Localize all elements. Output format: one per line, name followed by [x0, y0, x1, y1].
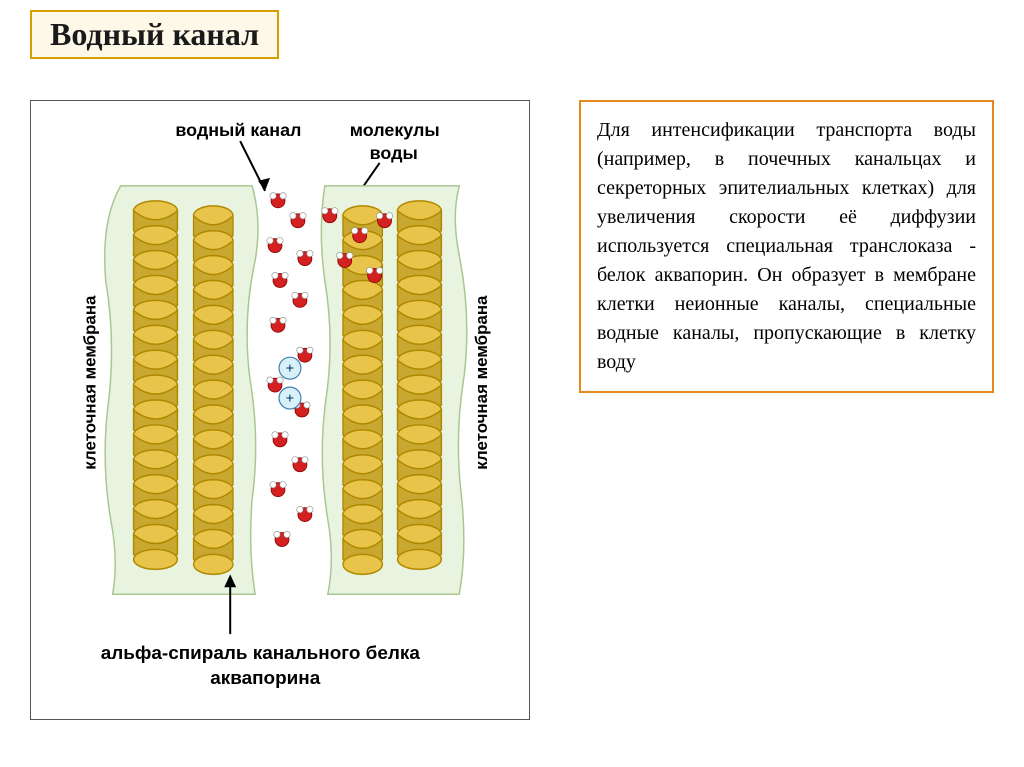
label-bottom-2: аквапорина: [210, 668, 320, 689]
arrow-channel: [240, 141, 270, 191]
water-molecule: [297, 250, 313, 265]
water-molecule: [292, 292, 308, 307]
label-molecules-2: воды: [370, 143, 418, 163]
water-molecule: [270, 482, 286, 497]
ion: +: [279, 387, 301, 409]
helix-left-inner: [194, 206, 233, 575]
label-membrane-right: клеточная мембрана: [472, 295, 491, 470]
svg-text:+: +: [286, 361, 295, 377]
ion: +: [279, 357, 301, 379]
label-molecules-1: молекулы: [350, 120, 440, 140]
water-molecule: [270, 193, 286, 208]
water-molecule: [290, 213, 306, 228]
water-molecule: [270, 317, 286, 332]
aquaporin-diagram: водный канал молекулы воды клеточная мем…: [31, 101, 529, 719]
label-membrane-left: клеточная мембрана: [81, 295, 100, 470]
membrane-left-bg: [105, 186, 258, 594]
water-molecule: [292, 457, 308, 472]
description-text: Для интенсификации транспорта воды (напр…: [579, 100, 994, 393]
diagram-container: водный канал молекулы воды клеточная мем…: [30, 100, 530, 720]
svg-text:+: +: [286, 391, 295, 407]
water-molecule: [267, 237, 283, 252]
label-water-channel: водный канал: [175, 120, 301, 140]
water-molecule: [297, 506, 313, 521]
water-molecule: [297, 347, 313, 362]
water-molecule: [274, 531, 290, 546]
water-molecule: [272, 272, 288, 287]
water-molecule: [267, 377, 283, 392]
helix-left-outer: [134, 201, 178, 570]
ions: ++: [279, 357, 301, 409]
helix-right-outer: [398, 201, 442, 570]
slide-title: Водный канал: [30, 10, 279, 59]
water-molecule: [272, 432, 288, 447]
label-bottom-1: альфа-спираль канального белка: [101, 643, 421, 664]
